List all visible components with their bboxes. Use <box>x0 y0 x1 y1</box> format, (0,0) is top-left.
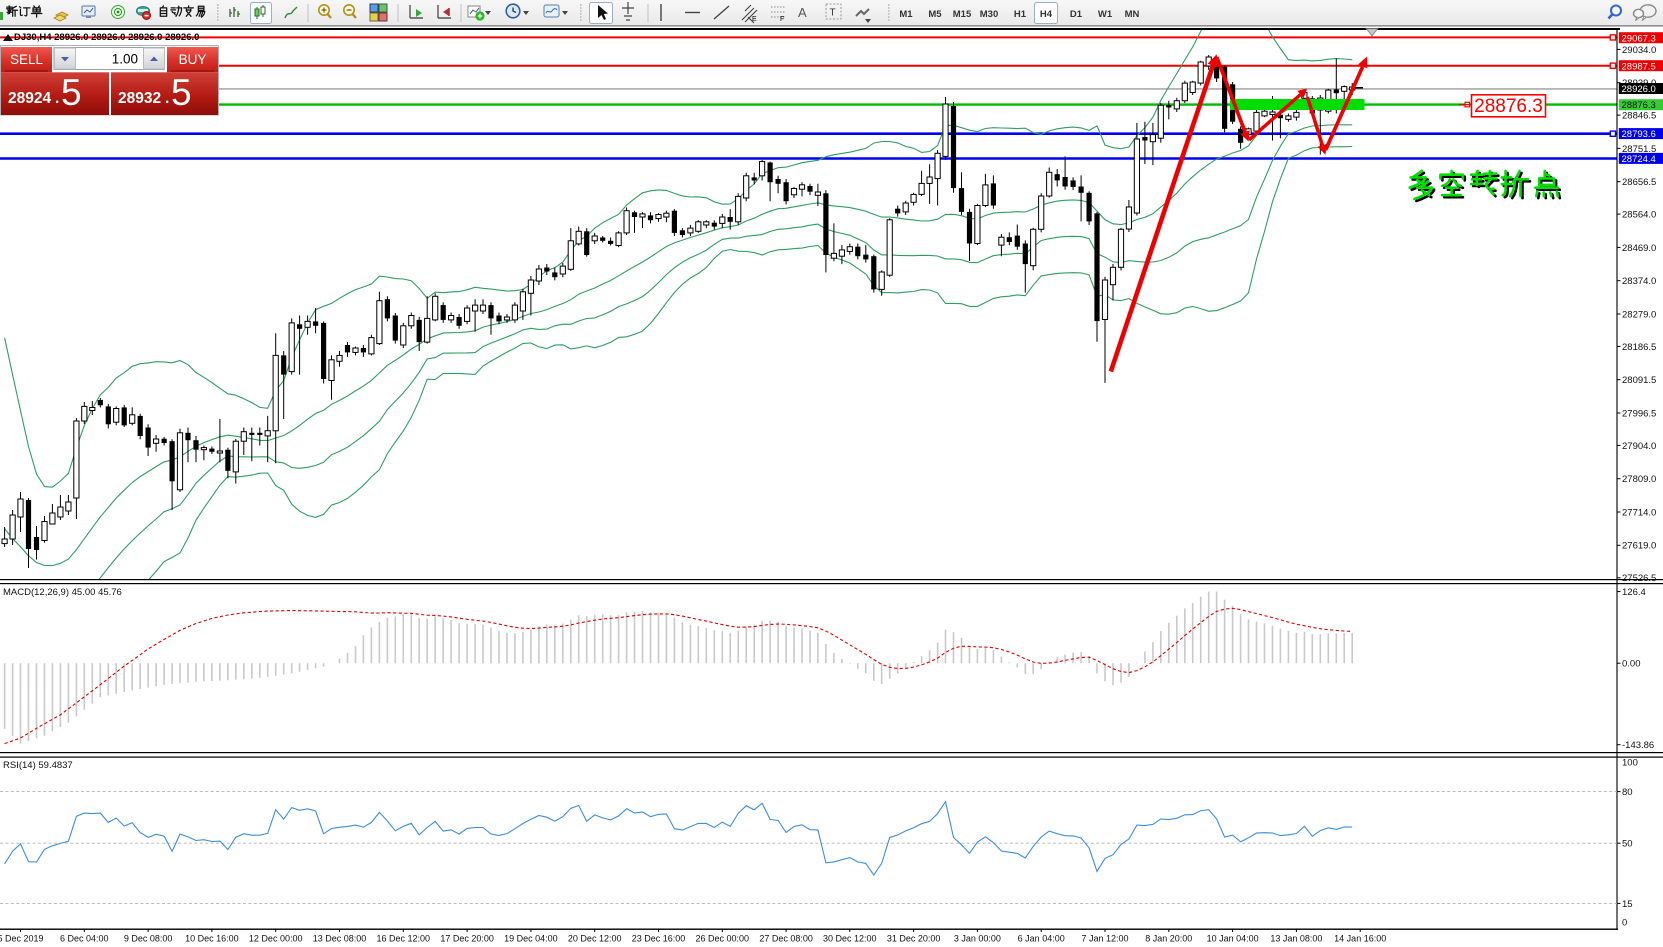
svg-text:E: E <box>752 16 757 23</box>
svg-text:100: 100 <box>1622 758 1638 769</box>
svg-text:BUY: BUY <box>179 52 207 67</box>
svg-text:15: 15 <box>1622 899 1633 910</box>
svg-text:A: A <box>798 5 807 20</box>
svg-text:28724.4: 28724.4 <box>1622 154 1656 165</box>
svg-text:RSI(14) 59.4837: RSI(14) 59.4837 <box>3 760 73 771</box>
svg-text:-143.86: -143.86 <box>1622 740 1654 751</box>
svg-text:M30: M30 <box>980 9 998 20</box>
svg-text:29034.0: 29034.0 <box>1622 45 1656 56</box>
svg-text:9 Dec 08:00: 9 Dec 08:00 <box>124 934 173 944</box>
svg-text:13 Jan 08:00: 13 Jan 08:00 <box>1270 934 1322 944</box>
svg-text:D1: D1 <box>1070 9 1083 20</box>
svg-text:28469.0: 28469.0 <box>1622 243 1656 254</box>
svg-text:27 Dec 08:00: 27 Dec 08:00 <box>759 934 813 944</box>
svg-text:1.00: 1.00 <box>112 52 138 67</box>
svg-text:29067.3: 29067.3 <box>1622 33 1656 44</box>
svg-text:28932: 28932 <box>118 90 161 107</box>
svg-text:27904.0: 27904.0 <box>1622 441 1656 452</box>
svg-text:20 Dec 12:00: 20 Dec 12:00 <box>568 934 622 944</box>
svg-text:28846.5: 28846.5 <box>1622 111 1656 122</box>
svg-text:H1: H1 <box>1014 9 1027 20</box>
svg-text:28091.5: 28091.5 <box>1622 375 1656 386</box>
svg-text:28876.3: 28876.3 <box>1622 100 1656 111</box>
svg-text:10 Dec 16:00: 10 Dec 16:00 <box>185 934 239 944</box>
svg-text:0: 0 <box>1622 918 1627 929</box>
svg-text:28186.5: 28186.5 <box>1622 342 1656 353</box>
svg-text:12 Dec 00:00: 12 Dec 00:00 <box>249 934 303 944</box>
svg-text:DJ30,H4 28926.0 28926.0 28926: DJ30,H4 28926.0 28926.0 28926.0 28926.0 <box>14 32 199 43</box>
svg-text:5 Dec 2019: 5 Dec 2019 <box>0 934 44 944</box>
svg-text:17 Dec 20:00: 17 Dec 20:00 <box>440 934 494 944</box>
svg-text:27714.0: 27714.0 <box>1622 507 1656 518</box>
svg-text:27619.0: 27619.0 <box>1622 541 1656 552</box>
svg-text:8 Jan 20:00: 8 Jan 20:00 <box>1145 934 1192 944</box>
svg-text:28751.5: 28751.5 <box>1622 144 1656 155</box>
svg-text:6 Jan 04:00: 6 Jan 04:00 <box>1018 934 1065 944</box>
svg-text:28924: 28924 <box>8 90 51 107</box>
svg-text:MN: MN <box>1125 9 1140 20</box>
svg-text:0.00: 0.00 <box>1622 659 1641 670</box>
svg-text:W1: W1 <box>1098 9 1113 20</box>
svg-text:10 Jan 04:00: 10 Jan 04:00 <box>1207 934 1259 944</box>
svg-text:80: 80 <box>1622 787 1633 798</box>
svg-text:27809.0: 27809.0 <box>1622 474 1656 485</box>
svg-text:H4: H4 <box>1040 9 1053 20</box>
svg-text:28374.0: 28374.0 <box>1622 276 1656 287</box>
svg-text:14 Jan 16:00: 14 Jan 16:00 <box>1334 934 1386 944</box>
svg-text:13 Dec 08:00: 13 Dec 08:00 <box>313 934 367 944</box>
svg-text:3 Jan 00:00: 3 Jan 00:00 <box>954 934 1001 944</box>
svg-text:30 Dec 12:00: 30 Dec 12:00 <box>823 934 877 944</box>
svg-text:SELL: SELL <box>10 52 44 67</box>
svg-text:28279.0: 28279.0 <box>1622 309 1656 320</box>
svg-text:28656.5: 28656.5 <box>1622 177 1656 188</box>
svg-text:6 Dec 04:00: 6 Dec 04:00 <box>60 934 109 944</box>
svg-text:T: T <box>830 8 836 19</box>
svg-text:.: . <box>165 90 169 107</box>
svg-text:M1: M1 <box>899 9 913 20</box>
svg-text:26 Dec 00:00: 26 Dec 00:00 <box>696 934 750 944</box>
svg-text:MACD(12,26,9) 45.00 45.76: MACD(12,26,9) 45.00 45.76 <box>3 587 122 598</box>
svg-text:31 Dec 20:00: 31 Dec 20:00 <box>887 934 941 944</box>
svg-text:23 Dec 16:00: 23 Dec 16:00 <box>632 934 686 944</box>
svg-text:126.4: 126.4 <box>1622 587 1646 598</box>
svg-text:28987.5: 28987.5 <box>1622 61 1656 72</box>
svg-text:27996.5: 27996.5 <box>1622 408 1656 419</box>
svg-text:5: 5 <box>61 72 82 113</box>
svg-text:M5: M5 <box>928 9 942 20</box>
svg-text:5: 5 <box>171 72 192 113</box>
svg-text:M15: M15 <box>953 9 972 20</box>
svg-text:27526.5: 27526.5 <box>1622 573 1656 584</box>
svg-text:19 Dec 04:00: 19 Dec 04:00 <box>504 934 558 944</box>
svg-text:F: F <box>780 16 784 23</box>
svg-text:.: . <box>55 90 59 107</box>
svg-text:28564.0: 28564.0 <box>1622 210 1656 221</box>
svg-text:28793.6: 28793.6 <box>1622 129 1656 140</box>
svg-text:7 Jan 12:00: 7 Jan 12:00 <box>1081 934 1128 944</box>
svg-text:50: 50 <box>1622 839 1633 850</box>
svg-text:16 Dec 12:00: 16 Dec 12:00 <box>377 934 431 944</box>
svg-text:28926.0: 28926.0 <box>1622 84 1656 95</box>
svg-text:28876.3: 28876.3 <box>1474 96 1543 117</box>
